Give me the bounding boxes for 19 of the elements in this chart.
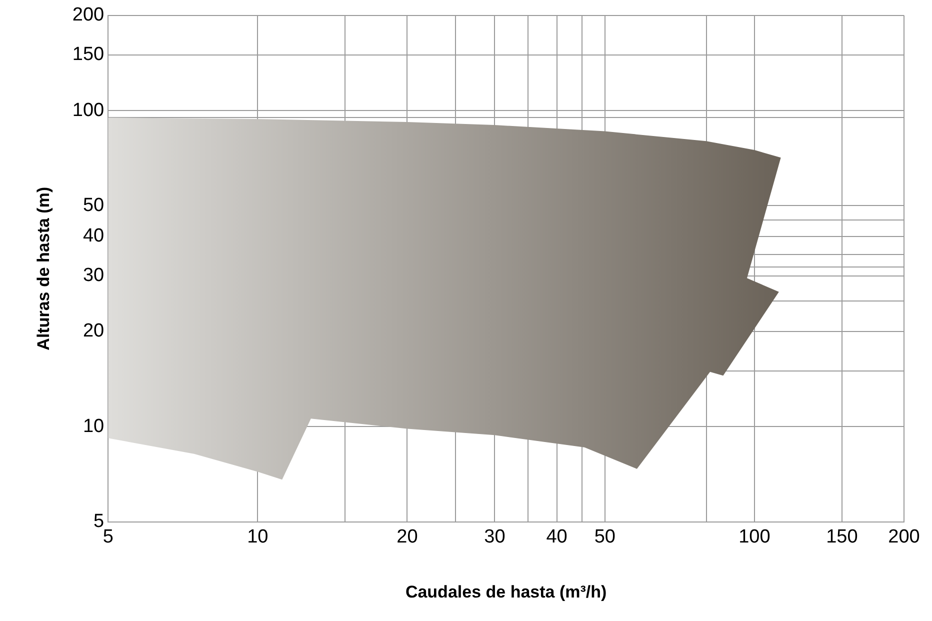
y-tick-label: 150 (72, 44, 104, 66)
y-tick-label: 100 (72, 100, 104, 121)
y-axis-title: Alturas de hasta (m) (34, 186, 53, 350)
y-tick-label: 50 (82, 194, 104, 216)
x-tick-label: 40 (546, 526, 568, 548)
x-axis-title: Caudales de hasta (m³/h) (405, 582, 607, 602)
x-tick-label: 30 (484, 526, 506, 548)
y-tick-label: 30 (82, 265, 104, 286)
x-tick-label: 20 (396, 526, 418, 548)
x-tick-label: 10 (247, 526, 268, 548)
x-tick-label: 150 (826, 526, 858, 548)
x-tick-label: 200 (888, 526, 920, 548)
y-tick-label: 20 (82, 320, 104, 342)
y-tick-label: 10 (82, 416, 104, 437)
y-tick-label: 200 (72, 4, 104, 26)
x-tick-label: 50 (594, 526, 616, 548)
y-tick-label: 5 (94, 511, 104, 532)
x-tick-label: 100 (738, 526, 770, 548)
y-tick-label: 40 (82, 226, 104, 247)
